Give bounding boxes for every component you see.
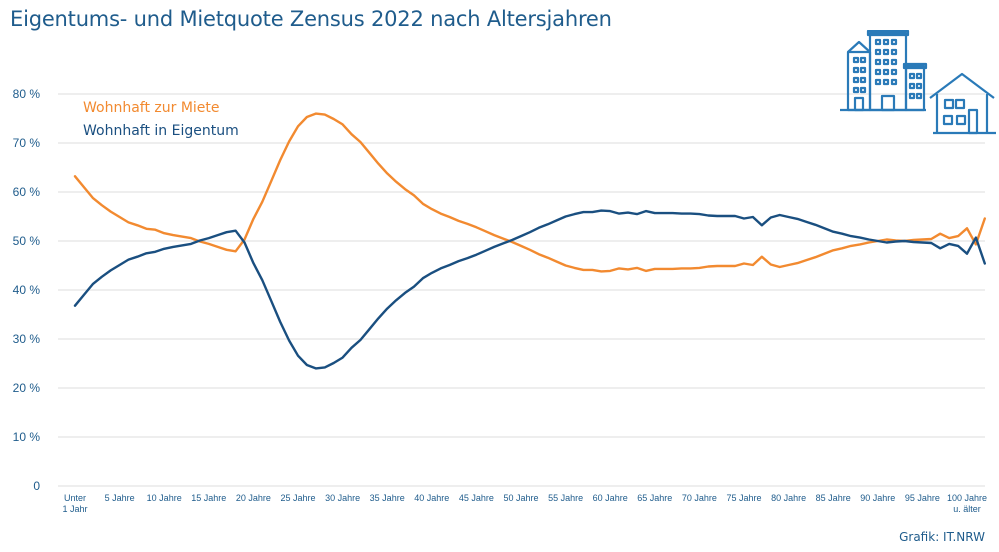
y-tick-label: 20 % [13, 381, 41, 395]
x-tick-label: 50 Jahre [503, 493, 538, 503]
x-tick-label: 55 Jahre [548, 493, 583, 503]
x-tick-label: 90 Jahre [860, 493, 895, 503]
x-tick-label: 95 Jahre [905, 493, 940, 503]
x-tick-label: 80 Jahre [771, 493, 806, 503]
x-tick-label: 5 Jahre [105, 493, 135, 503]
x-tick-label: 15 Jahre [191, 493, 226, 503]
x-tick-label: 85 Jahre [816, 493, 851, 503]
y-tick-label: 40 % [13, 283, 41, 297]
legend-entry-own: Wohnhaft in Eigentum [83, 123, 239, 139]
series-line-own [73, 209, 986, 370]
y-axis-ticks: 0 10 % 20 % 30 % 40 % 50 % 60 % 70 % 80 % [13, 87, 41, 493]
x-tick-label: 75 Jahre [726, 493, 761, 503]
series-lines [73, 112, 986, 370]
buildings-icon [840, 30, 996, 135]
x-axis-ticks: Unter 1 Jahr 5 Jahre 10 Jahre 15 Jahre 20 Jah… [62, 493, 987, 514]
x-tick-label: 70 Jahre [682, 493, 717, 503]
x-tick-label: 65 Jahre [637, 493, 672, 503]
legend-entry-rent: Wohnhaft zur Miete [83, 100, 220, 116]
series-line-rent [73, 112, 986, 273]
y-tick-label: 30 % [13, 332, 41, 346]
y-tick-label: 0 [33, 479, 40, 493]
x-tick-label: 10 Jahre [147, 493, 182, 503]
chart-title: Eigentums- und Mietquote Zensus 2022 nac… [10, 7, 612, 31]
x-tick-label: 45 Jahre [459, 493, 494, 503]
y-tick-label: 70 % [13, 136, 41, 150]
y-tick-label: 50 % [13, 234, 41, 248]
x-tick-label: 60 Jahre [593, 493, 628, 503]
gridlines [58, 93, 985, 487]
x-tick-label: Unter 1 Jahr [62, 493, 87, 514]
x-tick-label: 20 Jahre [236, 493, 271, 503]
source-credit: Grafik: IT.NRW [899, 530, 985, 544]
y-tick-label: 10 % [13, 430, 41, 444]
x-tick-label: 40 Jahre [414, 493, 449, 503]
y-tick-label: 60 % [13, 185, 41, 199]
x-tick-label: 30 Jahre [325, 493, 360, 503]
legend: Wohnhaft zur Miete Wohnhaft in Eigentum [83, 100, 239, 139]
y-tick-label: 80 % [13, 87, 41, 101]
x-tick-label: 100 Jahre u. älter [947, 493, 987, 514]
x-tick-label: 35 Jahre [370, 493, 405, 503]
x-tick-label: 25 Jahre [280, 493, 315, 503]
